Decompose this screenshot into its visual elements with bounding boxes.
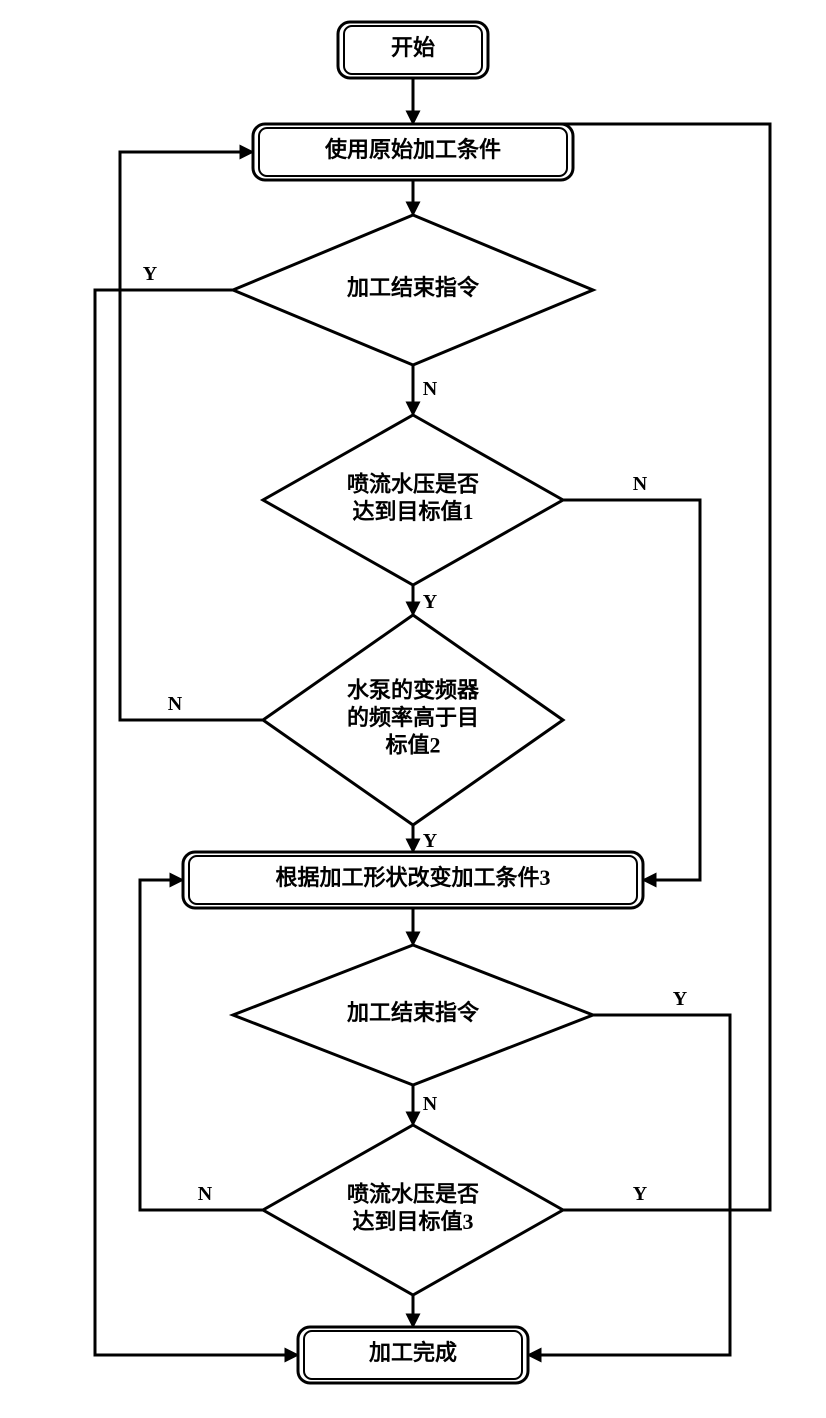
edge-label: Y [633,1183,648,1205]
node-text: 达到目标值3 [352,1209,473,1234]
edge-label: N [423,1093,438,1115]
node-d2: 喷流水压是否达到目标值1 [263,415,563,585]
node-text: 开始 [391,35,435,60]
edge [528,1015,730,1355]
node-text: 达到目标值1 [352,499,473,524]
node-text: 根据加工形状改变加工条件3 [275,865,550,890]
node-text: 加工完成 [368,1340,457,1365]
node-text: 喷流水压是否 [347,471,479,496]
edge [95,290,298,1355]
node-text: 标值2 [385,733,440,758]
node-text: 水泵的变频器 [347,678,480,703]
node-text: 加工结束指令 [346,1000,480,1025]
edge-label: N [423,378,438,400]
edge [140,880,263,1210]
edge [563,500,700,880]
node-d1: 加工结束指令 [233,215,593,365]
edge-label: N [198,1183,213,1205]
node-text: 加工结束指令 [346,275,480,300]
node-text: 使用原始加工条件 [324,137,501,162]
edge-label: Y [673,988,688,1010]
node-text: 喷流水压是否 [347,1181,479,1206]
node-d3: 水泵的变频器的频率高于目标值2 [263,615,563,825]
node-n2: 根据加工形状改变加工条件3 [183,852,643,908]
node-end: 加工完成 [298,1327,528,1383]
node-text: 的频率高于目 [347,705,479,730]
edge-label: Y [423,830,438,852]
edge [120,152,263,720]
node-start: 开始 [338,22,488,78]
nodes: 开始使用原始加工条件加工结束指令喷流水压是否达到目标值1水泵的变频器的频率高于目… [183,22,643,1383]
edge-label: N [633,473,648,495]
node-d4: 加工结束指令 [233,945,593,1085]
node-d5: 喷流水压是否达到目标值3 [263,1125,563,1295]
edge-label: Y [143,263,158,285]
flowchart-svg: NYYNYNNNYY开始使用原始加工条件加工结束指令喷流水压是否达到目标值1水泵… [0,0,826,1418]
edge-label: Y [423,591,438,613]
node-n1: 使用原始加工条件 [253,124,573,180]
edge-label: N [168,693,183,715]
